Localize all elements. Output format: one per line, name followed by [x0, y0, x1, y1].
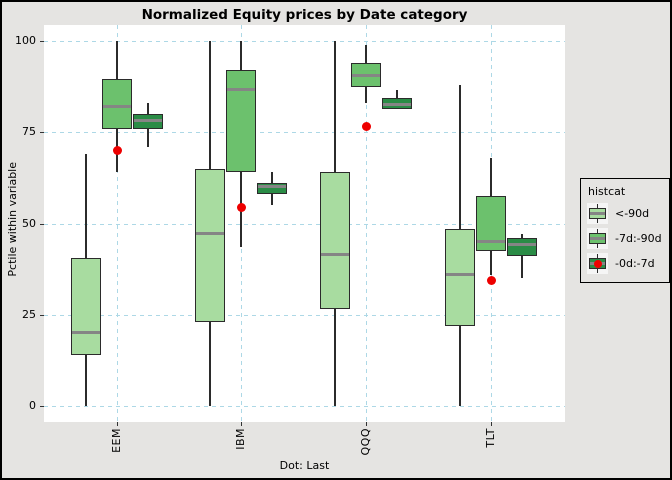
y-tick-label: 0	[29, 399, 36, 412]
y-tick-label: 25	[22, 307, 36, 321]
legend-item: <-90d	[587, 203, 663, 224]
y-tick	[40, 132, 44, 134]
boxplot-key-icon	[587, 253, 608, 274]
plot-panel	[44, 25, 565, 422]
h-gridline	[44, 223, 565, 225]
x-tick-label: QQQ	[359, 428, 372, 456]
box-glyph	[589, 233, 606, 244]
y-tick-label: 100	[15, 34, 36, 47]
legend-item-label: -0d:-7d	[615, 257, 655, 270]
boxplot-median	[196, 232, 224, 236]
boxplot-median	[258, 184, 286, 188]
x-tick	[366, 422, 367, 426]
y-tick	[40, 314, 44, 316]
x-axis-caption: Dot: Last	[279, 459, 330, 472]
v-gridline	[366, 25, 367, 422]
boxplot-box	[476, 196, 506, 251]
red-dot-icon	[593, 259, 602, 268]
boxplot-box	[445, 228, 475, 326]
h-gridline	[44, 132, 565, 134]
y-tick-label: 50	[22, 216, 36, 230]
h-gridline	[44, 406, 565, 407]
boxplot-median	[227, 88, 255, 92]
boxplot-median	[383, 102, 411, 106]
legend-item: -0d:-7d	[587, 253, 663, 274]
boxplot-box	[102, 79, 132, 129]
h-gridline	[44, 314, 565, 316]
boxplot-box	[226, 70, 256, 173]
boxplot-box	[195, 168, 225, 323]
y-tick	[40, 406, 44, 407]
last-value-dot	[112, 146, 122, 155]
boxplot-box	[507, 238, 537, 257]
x-tick-label: IBM	[234, 428, 247, 450]
last-value-dot	[486, 275, 496, 285]
boxplot-box	[351, 62, 381, 87]
boxplot-median	[103, 104, 131, 108]
median-glyph	[590, 237, 605, 240]
legend-title: histcat	[588, 185, 626, 198]
x-tick	[117, 422, 118, 426]
last-value-dot	[361, 122, 371, 132]
boxplot-box	[133, 114, 163, 129]
boxplot-median	[321, 252, 349, 256]
last-value-dot	[236, 202, 246, 212]
boxplot-median	[352, 73, 380, 77]
boxplot-median	[134, 119, 162, 123]
boxplot-box	[257, 183, 287, 195]
h-gridline	[44, 41, 565, 42]
legend-item-label: <-90d	[615, 207, 650, 220]
boxplot-key-icon	[587, 228, 608, 249]
box-glyph	[589, 208, 606, 219]
x-tick	[241, 422, 242, 426]
x-tick-label: TLT	[484, 428, 497, 448]
x-tick	[491, 422, 492, 426]
y-tick-label: 75	[22, 125, 36, 139]
boxplot-median	[508, 243, 536, 247]
median-glyph	[590, 212, 605, 215]
legend-item: -7d:-90d	[587, 228, 663, 249]
chart-title: Normalized Equity prices by Date categor…	[141, 7, 468, 23]
boxplot-box	[320, 172, 350, 310]
boxplot-key-icon	[587, 203, 608, 224]
y-tick	[40, 41, 44, 42]
boxplot-box	[382, 97, 412, 109]
boxplot-median	[477, 239, 505, 243]
boxplot-box	[71, 258, 101, 355]
legend: histcat <-90d -7d:-90d -0d:-7d	[580, 178, 670, 283]
y-tick	[40, 223, 44, 225]
boxplot-median	[72, 330, 100, 334]
v-gridline	[117, 25, 118, 422]
legend-item-label: -7d:-90d	[615, 232, 662, 245]
x-tick-label: EEM	[110, 428, 123, 453]
boxplot-median	[446, 272, 474, 276]
